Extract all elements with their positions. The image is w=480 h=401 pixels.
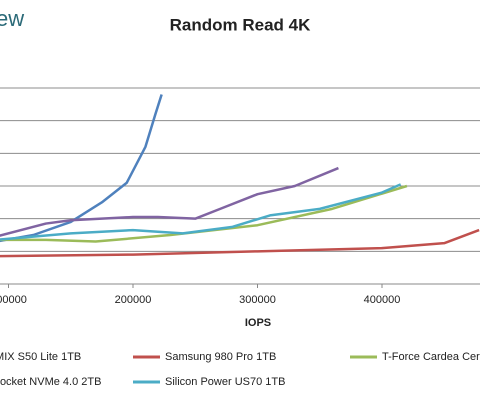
x-tick-label: 200000 (115, 294, 152, 306)
series-line (0, 166, 339, 237)
legend-label: Samsung 980 Pro 1TB (165, 351, 276, 363)
legend-label: IMIX S50 Lite 1TB (0, 351, 81, 363)
x-tick-label: 300000 (239, 294, 276, 306)
x-tick-label: 100000 (0, 294, 27, 306)
legend-label: Silicon Power US70 1TB (165, 376, 285, 388)
series-line (0, 184, 408, 243)
series-line (0, 94, 163, 243)
x-tick-label: 400000 (364, 294, 401, 306)
logo: ew (0, 6, 24, 31)
legend-label: Rocket NVMe 4.0 2TB (0, 376, 101, 388)
x-axis-label: IOPS (245, 317, 271, 329)
chart-title: Random Read 4K (170, 15, 311, 34)
series-line (0, 228, 480, 258)
series-line (0, 183, 402, 241)
legend-label: T-Force Cardea Cer (382, 351, 480, 363)
